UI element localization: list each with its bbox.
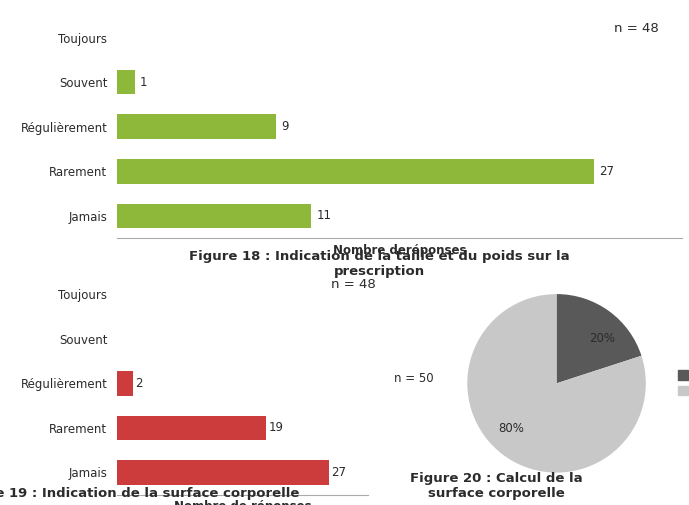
Text: Figure 18 : Indication de la taille et du poids sur la
prescription: Figure 18 : Indication de la taille et d… <box>189 250 569 278</box>
Text: 11: 11 <box>317 210 331 222</box>
X-axis label: Nombre de réponses: Nombre de réponses <box>174 500 311 505</box>
Bar <box>117 460 329 485</box>
Legend: oui, non: oui, non <box>673 366 689 400</box>
Text: 27: 27 <box>599 165 614 178</box>
Text: 1: 1 <box>140 76 147 89</box>
Text: n = 48: n = 48 <box>615 22 659 35</box>
Bar <box>117 416 266 440</box>
Text: Figure 20 : Calcul de la
surface corporelle: Figure 20 : Calcul de la surface corpore… <box>410 472 582 500</box>
Wedge shape <box>557 294 641 383</box>
Text: 19: 19 <box>269 421 284 434</box>
Bar <box>117 115 276 139</box>
Text: 20%: 20% <box>589 332 615 345</box>
Text: 27: 27 <box>331 466 347 479</box>
Text: n = 50: n = 50 <box>394 372 433 385</box>
X-axis label: Nombre deréponses: Nombre deréponses <box>333 244 466 257</box>
Bar <box>117 371 133 395</box>
Text: 9: 9 <box>281 120 289 133</box>
Text: 80%: 80% <box>498 422 524 435</box>
Text: Figure 19 : Indication de la surface corporelle: Figure 19 : Indication de la surface cor… <box>0 487 299 500</box>
Bar <box>117 70 135 94</box>
Text: 2: 2 <box>135 377 143 390</box>
Text: n = 48: n = 48 <box>331 278 376 291</box>
Bar <box>117 159 594 183</box>
Bar <box>117 204 311 228</box>
Wedge shape <box>467 294 646 473</box>
